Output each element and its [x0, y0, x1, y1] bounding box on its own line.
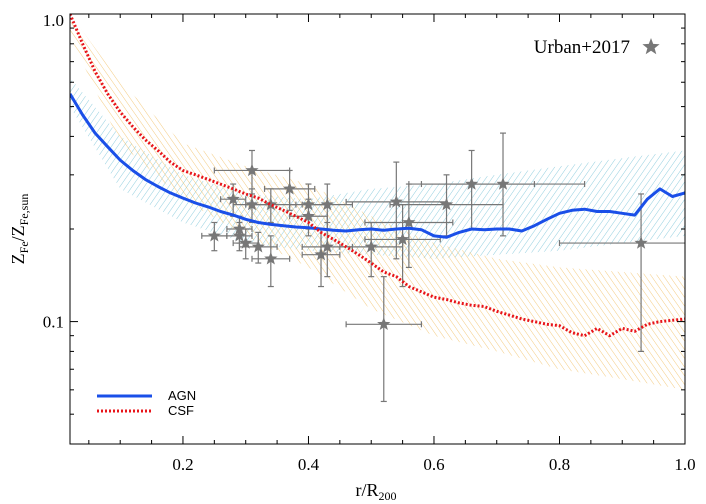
x-tick-label: 0.8 — [549, 455, 570, 474]
urban-2017-label: Urban+2017 — [534, 37, 630, 58]
y-tick-label: 1.0 — [43, 11, 64, 30]
obs-point-19 — [364, 204, 441, 288]
obs-point-15 — [301, 183, 353, 230]
legend-agn-label: AGN — [168, 388, 196, 403]
model-lines — [70, 14, 685, 338]
series-line-agn — [70, 93, 685, 239]
obs-point-18 — [345, 161, 448, 260]
axis-ticks: 0.2 0.4 0.6 0.8 1.0 0.1 1.0 — [43, 11, 696, 474]
obs-point-16 — [339, 221, 404, 278]
legend: AGN CSF — [97, 388, 196, 418]
urban-2017-star-icon — [642, 38, 660, 55]
x-tick-label: 0.6 — [423, 455, 444, 474]
observation-points — [201, 132, 685, 403]
series-line-csf — [70, 14, 685, 338]
obs-point-24 — [558, 193, 685, 353]
obs-point-17 — [345, 276, 423, 403]
x-tick-label: 1.0 — [674, 455, 695, 474]
y-tick-label: 0.1 — [43, 313, 64, 332]
obs-point-8 — [251, 235, 291, 288]
y-axis-label: ZFe/ZFe,sun — [8, 194, 31, 265]
x-axis-label: r/R200 — [355, 480, 396, 503]
x-tick-label: 0.4 — [298, 455, 320, 474]
obs-point-9 — [245, 188, 297, 224]
band-1 — [70, 14, 685, 390]
obs-point-23 — [420, 132, 586, 237]
legend-csf-label: CSF — [168, 403, 194, 418]
x-tick-label: 0.2 — [172, 455, 193, 474]
